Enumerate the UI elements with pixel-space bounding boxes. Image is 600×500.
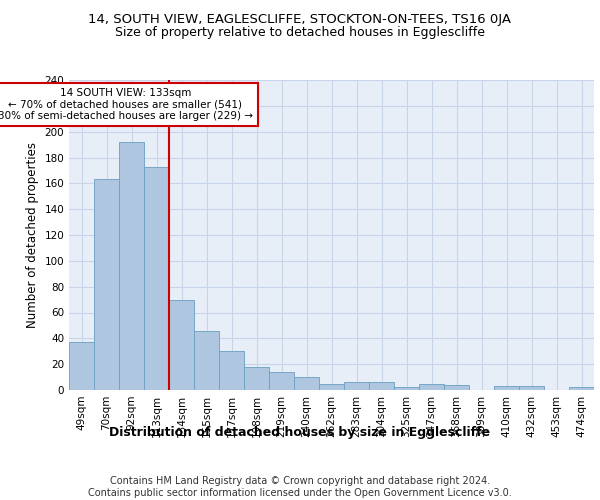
Bar bbox=[219, 351, 244, 390]
Bar bbox=[444, 385, 469, 390]
Y-axis label: Number of detached properties: Number of detached properties bbox=[26, 142, 39, 328]
Bar bbox=[244, 367, 269, 390]
Bar bbox=[194, 330, 219, 390]
Bar bbox=[169, 300, 194, 390]
Bar bbox=[294, 377, 319, 390]
Bar bbox=[269, 372, 294, 390]
Bar bbox=[144, 166, 169, 390]
Bar bbox=[119, 142, 144, 390]
Bar bbox=[319, 384, 344, 390]
Bar bbox=[394, 388, 419, 390]
Text: Distribution of detached houses by size in Egglescliffe: Distribution of detached houses by size … bbox=[109, 426, 491, 439]
Text: 14 SOUTH VIEW: 133sqm
← 70% of detached houses are smaller (541)
30% of semi-det: 14 SOUTH VIEW: 133sqm ← 70% of detached … bbox=[0, 88, 253, 121]
Bar bbox=[94, 180, 119, 390]
Text: Size of property relative to detached houses in Egglescliffe: Size of property relative to detached ho… bbox=[115, 26, 485, 39]
Bar bbox=[344, 382, 369, 390]
Text: Contains HM Land Registry data © Crown copyright and database right 2024.
Contai: Contains HM Land Registry data © Crown c… bbox=[88, 476, 512, 498]
Bar bbox=[419, 384, 444, 390]
Bar bbox=[569, 388, 594, 390]
Text: 14, SOUTH VIEW, EAGLESCLIFFE, STOCKTON-ON-TEES, TS16 0JA: 14, SOUTH VIEW, EAGLESCLIFFE, STOCKTON-O… bbox=[89, 12, 511, 26]
Bar bbox=[69, 342, 94, 390]
Bar bbox=[519, 386, 544, 390]
Bar bbox=[494, 386, 519, 390]
Bar bbox=[369, 382, 394, 390]
